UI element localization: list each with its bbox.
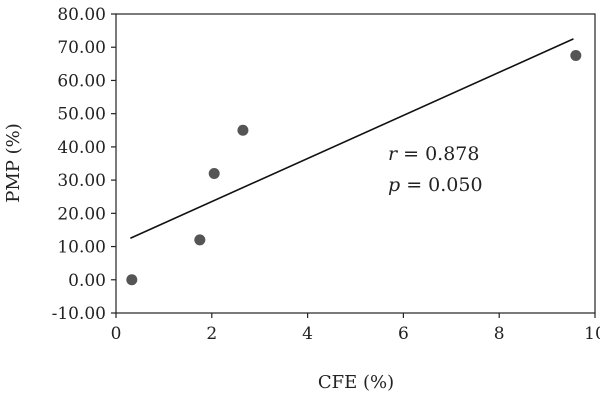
- x-axis-title: CFE (%): [318, 372, 394, 393]
- correlation-annotation: r = 0.878: [388, 143, 480, 165]
- y-tick-label: 30.00: [57, 171, 106, 191]
- data-point: [126, 274, 138, 286]
- x-tick-label: 8: [494, 324, 505, 344]
- y-tick-label: -10.00: [52, 304, 106, 324]
- y-axis-title: PMP (%): [3, 123, 24, 203]
- y-tick-label: 0.00: [68, 271, 106, 291]
- y-tick-label: 40.00: [57, 138, 106, 158]
- p-value: = 0.050: [400, 174, 482, 196]
- r-symbol: r: [388, 143, 399, 165]
- data-point: [208, 167, 220, 179]
- r-value: = 0.878: [397, 143, 479, 165]
- x-tick-label: 6: [398, 324, 409, 344]
- data-point: [194, 234, 206, 246]
- y-axis-ticks: -10.00 0.00 10.00 20.00 30.00 40.00 50.00 60.00…: [52, 5, 116, 324]
- x-tick-label: 0: [111, 324, 122, 344]
- x-axis-ticks: 0 2 4 6 8 10: [111, 313, 600, 344]
- y-tick-label: 60.00: [57, 71, 106, 91]
- x-tick-label: 4: [302, 324, 313, 344]
- data-points: [126, 50, 582, 286]
- x-tick-label: 10: [584, 324, 600, 344]
- data-point: [570, 50, 582, 62]
- y-tick-label: 50.00: [57, 105, 106, 125]
- data-point: [237, 124, 249, 136]
- p-symbol: p: [388, 174, 400, 196]
- plot-frame: [115, 13, 596, 314]
- trend-line: [130, 38, 574, 239]
- x-tick-label: 2: [206, 324, 217, 344]
- y-tick-label: 80.00: [57, 5, 106, 25]
- y-tick-label: 20.00: [57, 204, 106, 224]
- p-value-annotation: p = 0.050: [388, 174, 483, 196]
- y-tick-label: 10.00: [57, 238, 106, 258]
- y-tick-label: 70.00: [57, 38, 106, 58]
